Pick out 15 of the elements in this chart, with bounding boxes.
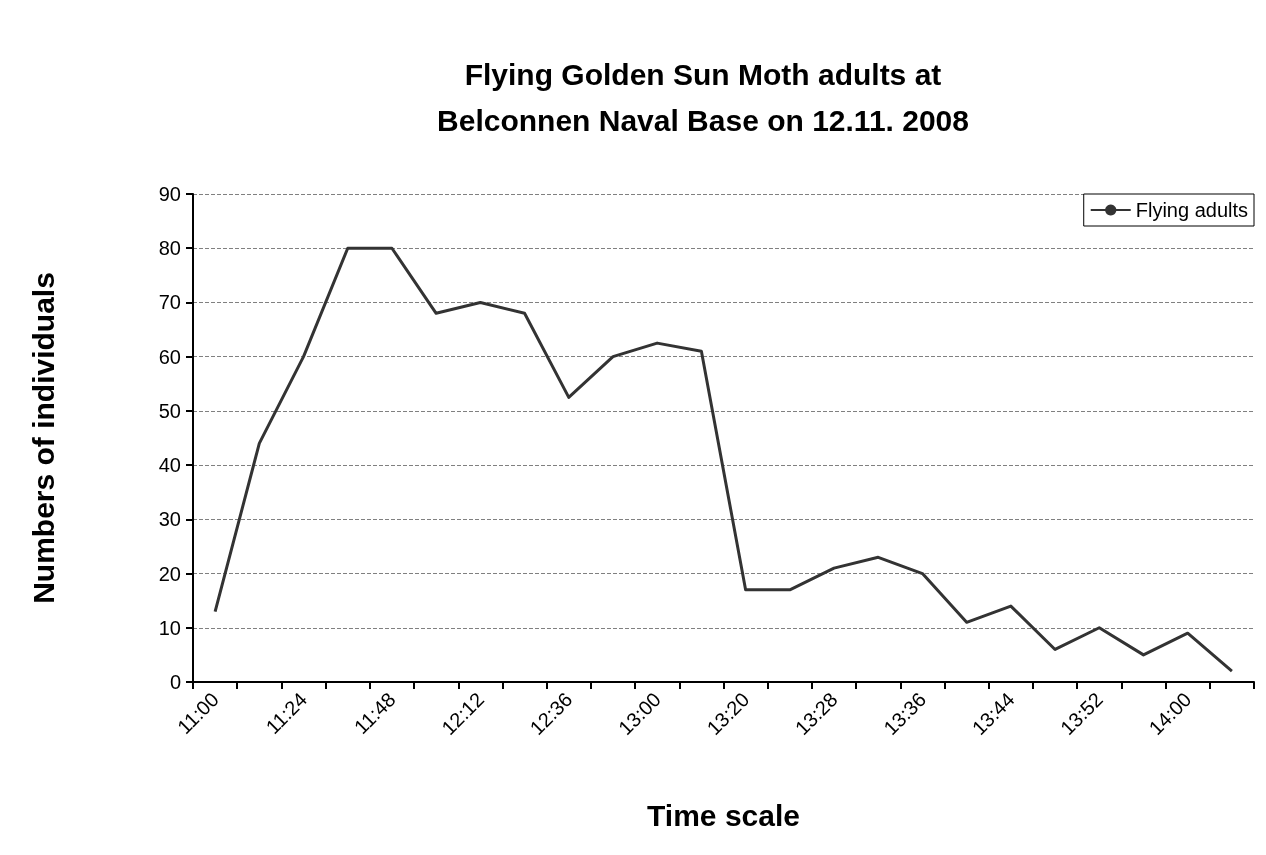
legend-label: Flying adults — [1135, 199, 1249, 221]
y-tick-label: 20 — [158, 562, 181, 585]
y-tick-label: 50 — [158, 399, 181, 422]
y-tick-label: 10 — [158, 616, 181, 639]
y-tick-label: 80 — [158, 237, 181, 260]
x-axis-title: Time scale — [647, 798, 800, 832]
y-tick-label: 90 — [158, 183, 181, 205]
line-series — [213, 246, 1234, 673]
y-axis-title: Numbers of individuals — [26, 272, 60, 604]
chart-title: Flying Golden Sun Moth adults at Belconnen Naval Base on 12.11. 2008 — [437, 57, 969, 137]
y-tick-label: 70 — [158, 291, 181, 314]
y-tick-label: 40 — [158, 454, 181, 477]
y-tick-label: 30 — [158, 508, 181, 531]
y-tick-label: 60 — [158, 345, 181, 368]
y-tick-label: 0 — [169, 671, 181, 693]
